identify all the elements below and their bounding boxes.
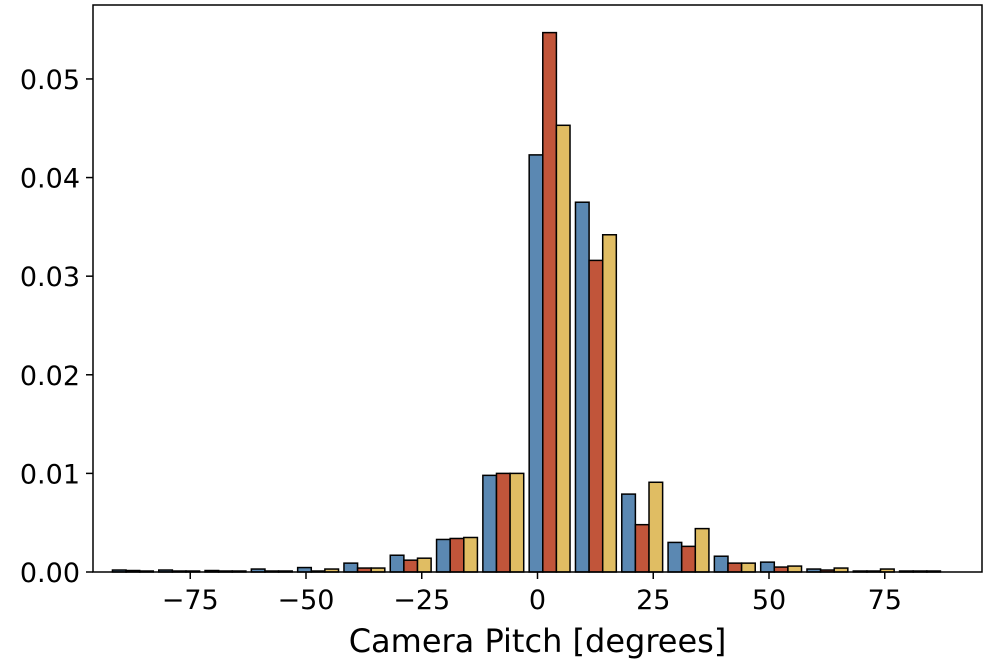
x-tick-label: 0 <box>529 585 546 616</box>
bar-series2-bin7 <box>403 559 419 573</box>
y-tick-label: 0.02 <box>20 361 80 392</box>
y-tick-label: 0.01 <box>20 459 80 490</box>
bar-series1-bin6 <box>343 562 359 573</box>
bar-series3-bin13 <box>694 527 710 573</box>
bar-series3-bin9 <box>509 472 525 573</box>
bar-series1-bin11 <box>574 201 590 573</box>
x-axis: −75 −50 −25 0 25 50 75 <box>162 572 902 616</box>
bar-series2-bin8 <box>449 537 465 573</box>
bar-series2-bin11 <box>588 259 604 573</box>
bar-series1-bin15 <box>759 561 776 573</box>
y-axis: 0.00 0.01 0.02 0.03 0.04 0.05 <box>20 65 93 589</box>
x-tick-label: −50 <box>277 585 334 616</box>
x-tick-label: 25 <box>636 585 670 616</box>
y-tick-label: 0.05 <box>20 65 80 96</box>
bar-series1-bin9 <box>482 474 498 573</box>
bar-series3-bin12 <box>648 481 664 573</box>
bar-series1-bin10 <box>528 154 544 573</box>
x-tick-label: 50 <box>752 585 786 616</box>
y-tick-label: 0.03 <box>20 262 80 293</box>
x-axis-label: Camera Pitch [degrees] <box>349 622 727 660</box>
bar-series3-bin7 <box>416 557 432 573</box>
bar-series1-bin12 <box>621 493 637 573</box>
x-tick-label: −25 <box>393 585 450 616</box>
bar-series1-bin13 <box>667 541 683 573</box>
bar-series2-bin9 <box>495 472 511 573</box>
bar-series3-bin11 <box>601 234 618 573</box>
bar-series3-bin10 <box>555 124 571 573</box>
bar-series2-bin13 <box>680 545 697 573</box>
bar-series1-bin14 <box>713 555 729 573</box>
bars-group <box>111 31 942 573</box>
bar-series2-bin12 <box>634 523 650 573</box>
bar-series3-bin8 <box>463 536 479 573</box>
bar-series3-bin15 <box>787 565 803 573</box>
x-tick-label: −75 <box>162 585 219 616</box>
bar-series3-bin14 <box>740 562 756 573</box>
bar-series2-bin14 <box>727 562 743 573</box>
bar-series1-bin7 <box>389 554 405 573</box>
bar-series2-bin10 <box>542 31 558 573</box>
y-tick-label: 0.00 <box>20 558 80 589</box>
x-tick-label: 75 <box>868 585 902 616</box>
bar-series1-bin8 <box>435 538 451 573</box>
y-tick-label: 0.04 <box>20 164 80 195</box>
